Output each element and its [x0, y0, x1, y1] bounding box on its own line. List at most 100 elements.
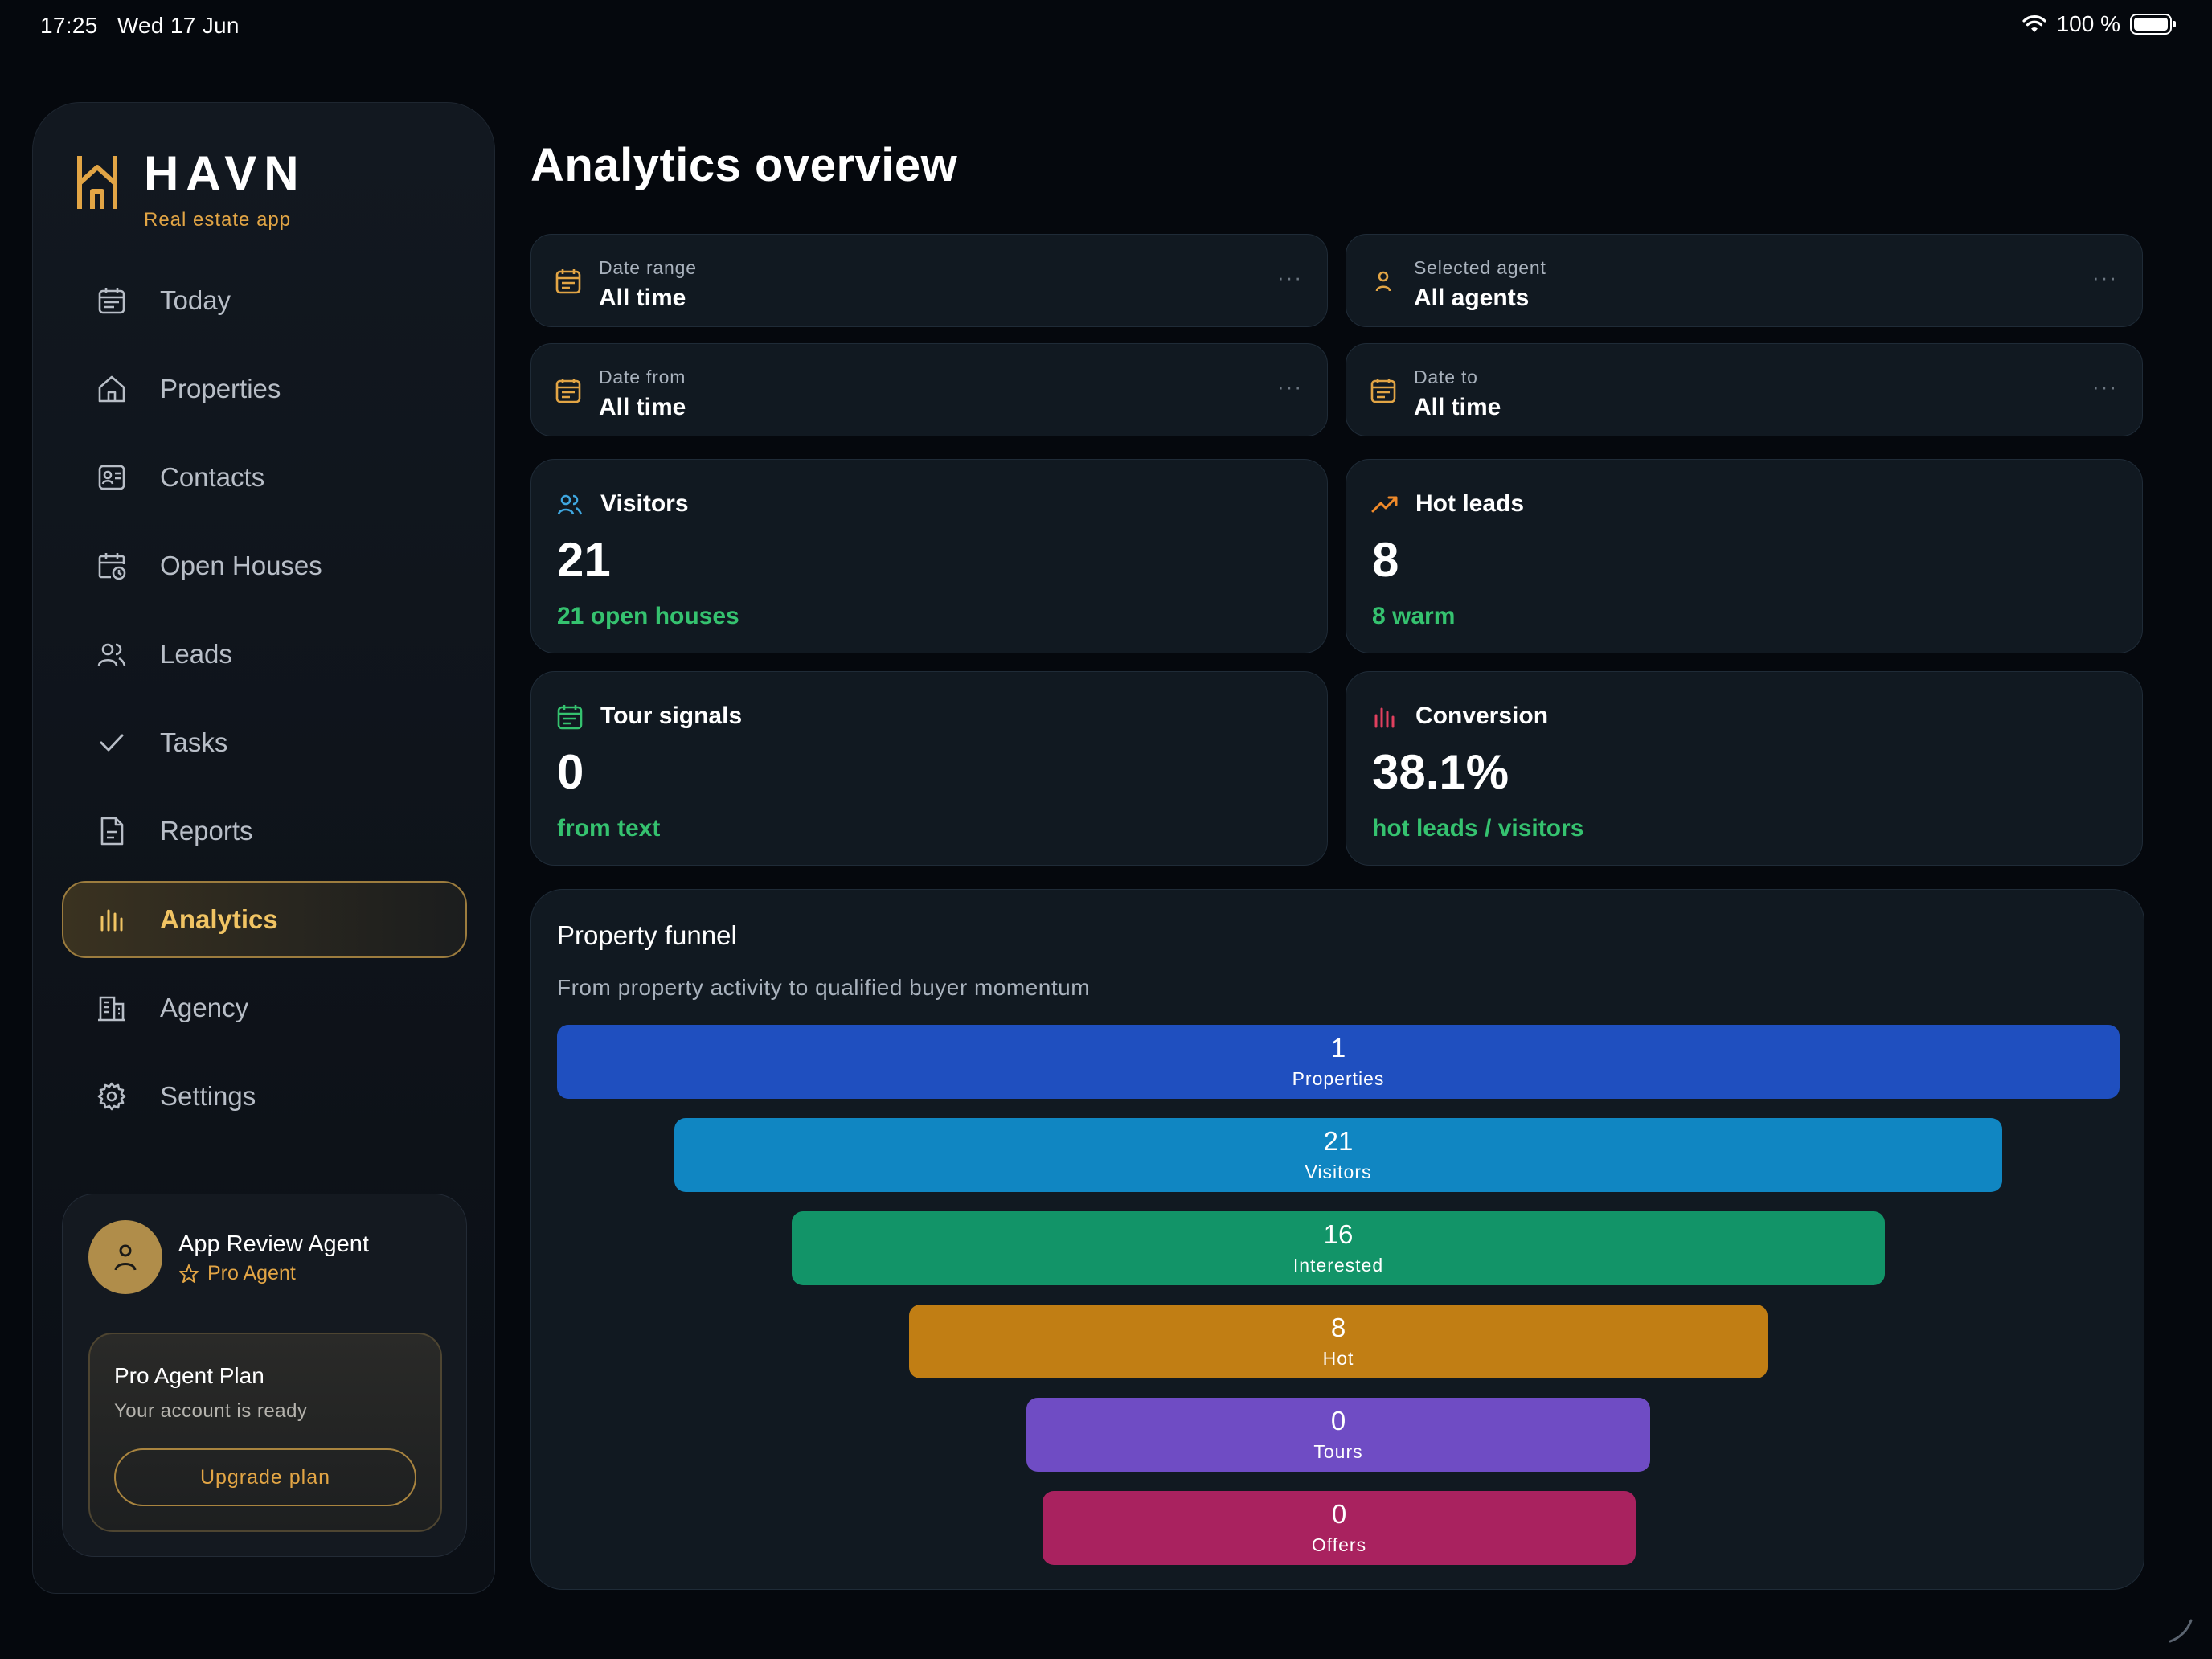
gear-icon — [96, 1080, 128, 1112]
sidebar-item-label: Open Houses — [160, 551, 322, 580]
sidebar-item-label: Leads — [160, 639, 232, 669]
date-to-filter[interactable]: Date to All time ··· — [1346, 343, 2143, 436]
stat-label: Hot leads — [1415, 490, 1525, 517]
funnel-stage-label: Properties — [1292, 1067, 1385, 1089]
filter-value: All time — [599, 394, 686, 420]
brand-name: HAVN — [144, 146, 306, 200]
sidebar-item-label: Tasks — [160, 727, 228, 757]
resize-handle-icon — [2169, 1619, 2193, 1643]
tour-signals-card: Tour signals 0 from text — [530, 671, 1328, 866]
profile-role-label: Pro Agent — [207, 1262, 296, 1284]
brand: HAVN Real estate app — [75, 143, 306, 231]
funnel-stage-offers: 0 Offers — [1043, 1491, 1636, 1565]
funnel-stage-tours: 0 Tours — [1026, 1398, 1650, 1472]
stat-label: Visitors — [600, 490, 689, 517]
plan-subtitle: Your account is ready — [114, 1400, 308, 1422]
havn-logo-icon — [77, 156, 117, 209]
stat-subtext: 8 warm — [1372, 603, 1456, 629]
sidebar-item-label: Properties — [160, 374, 281, 403]
house-icon — [96, 373, 128, 405]
funnel-stage-interested: 16 Interested — [792, 1211, 1885, 1285]
person-icon — [1375, 271, 1391, 292]
stat-value: 0 — [557, 745, 584, 799]
funnel-stage-label: Interested — [1292, 1254, 1384, 1276]
filter-label: Selected agent — [1414, 257, 1546, 278]
users-icon — [96, 638, 128, 670]
page-title: Analytics overview — [530, 139, 958, 191]
funnel-stage-value: 8 — [1330, 1313, 1346, 1343]
check-icon — [96, 727, 128, 759]
calendar-clock-icon — [96, 550, 128, 582]
sidebar-item-label: Settings — [160, 1081, 256, 1111]
status-time: 17:25 — [40, 13, 98, 38]
sidebar-item-analytics[interactable]: Analytics — [62, 881, 467, 958]
sidebar-item-agency[interactable]: Agency — [62, 969, 467, 1047]
stat-label: Tour signals — [600, 703, 743, 729]
filter-value: All time — [599, 285, 686, 311]
funnel-stage-value: 0 — [1331, 1499, 1347, 1530]
funnel-stage-value: 1 — [1330, 1033, 1346, 1063]
sidebar-item-open-houses[interactable]: Open Houses — [62, 527, 467, 604]
filter-label: Date from — [599, 367, 686, 387]
stat-subtext: 21 open houses — [557, 603, 739, 629]
filter-label: Date to — [1414, 367, 1478, 387]
funnel-stage-properties: 1 Properties — [557, 1025, 2120, 1099]
sidebar-item-properties[interactable]: Properties — [62, 350, 467, 428]
sidebar-item-leads[interactable]: Leads — [62, 616, 467, 693]
stat-label: Conversion — [1415, 703, 1549, 729]
status-date: Wed 17 Jun — [117, 13, 240, 38]
avatar[interactable] — [88, 1220, 162, 1294]
calendar-icon — [1370, 379, 1396, 403]
funnel-stage-value: 16 — [1323, 1219, 1354, 1250]
filter-value: All agents — [1414, 285, 1530, 311]
battery-icon — [2130, 14, 2176, 35]
plan-box: Pro Agent Plan Your account is ready Upg… — [88, 1333, 442, 1532]
funnel-stage-hot: 8 Hot — [909, 1305, 1768, 1378]
sidebar-nav: Today Properties Contacts Open Houses Le… — [62, 262, 467, 1146]
date-range-filter[interactable]: Date range All time ··· — [530, 234, 1328, 327]
funnel-stage-label: Offers — [1311, 1534, 1367, 1555]
bar-chart-icon — [96, 903, 128, 936]
stat-value: 8 — [1372, 533, 1399, 587]
sidebar-item-tasks[interactable]: Tasks — [62, 704, 467, 781]
agent-filter[interactable]: Selected agent All agents ··· — [1346, 234, 2143, 327]
filter-value: All time — [1414, 394, 1501, 420]
stat-value: 21 — [557, 533, 611, 587]
users-icon — [557, 494, 583, 515]
date-from-filter[interactable]: Date from All time ··· — [530, 343, 1328, 436]
funnel-title: Property funnel — [557, 920, 737, 950]
plan-title: Pro Agent Plan — [114, 1363, 264, 1388]
sidebar-item-label: Reports — [160, 816, 253, 846]
funnel-stage-label: Tours — [1313, 1440, 1363, 1462]
more-icon[interactable]: ··· — [1277, 375, 1303, 399]
funnel-subtitle: From property activity to qualified buye… — [557, 975, 1091, 1000]
filter-label: Date range — [599, 257, 697, 278]
conversion-card: Conversion 38.1% hot leads / visitors — [1346, 671, 2143, 866]
user-icon — [114, 1244, 137, 1271]
stat-value: 38.1% — [1372, 745, 1509, 799]
sidebar-item-contacts[interactable]: Contacts — [62, 439, 467, 516]
more-icon[interactable]: ··· — [1277, 265, 1303, 289]
calendar-icon — [555, 379, 581, 403]
status-bar: 17:25 Wed 17 Jun 100 % — [0, 0, 2212, 53]
sidebar-item-label: Agency — [160, 993, 249, 1022]
upgrade-plan-button[interactable]: Upgrade plan — [114, 1448, 416, 1506]
sidebar-item-reports[interactable]: Reports — [62, 793, 467, 870]
document-icon — [96, 815, 128, 847]
hot-leads-card: Hot leads 8 8 warm — [1346, 459, 2143, 653]
bar-chart-icon — [1374, 707, 1395, 728]
funnel-stage-label: Visitors — [1305, 1161, 1372, 1182]
sidebar-item-label: Contacts — [160, 462, 265, 492]
funnel-stage-label: Hot — [1322, 1347, 1354, 1369]
sidebar-item-today[interactable]: Today — [62, 262, 467, 339]
sidebar-item-label: Analytics — [160, 904, 278, 934]
calendar-icon — [96, 285, 128, 317]
stat-subtext: from text — [557, 815, 661, 842]
profile-card: App Review Agent Pro Agent Pro Agent Pla… — [62, 1194, 467, 1557]
star-icon — [179, 1264, 199, 1283]
more-icon[interactable]: ··· — [2092, 265, 2118, 289]
sidebar-item-settings[interactable]: Settings — [62, 1058, 467, 1135]
more-icon[interactable]: ··· — [2092, 375, 2118, 399]
contact-card-icon — [96, 461, 128, 494]
funnel-stage-value: 21 — [1323, 1126, 1354, 1157]
